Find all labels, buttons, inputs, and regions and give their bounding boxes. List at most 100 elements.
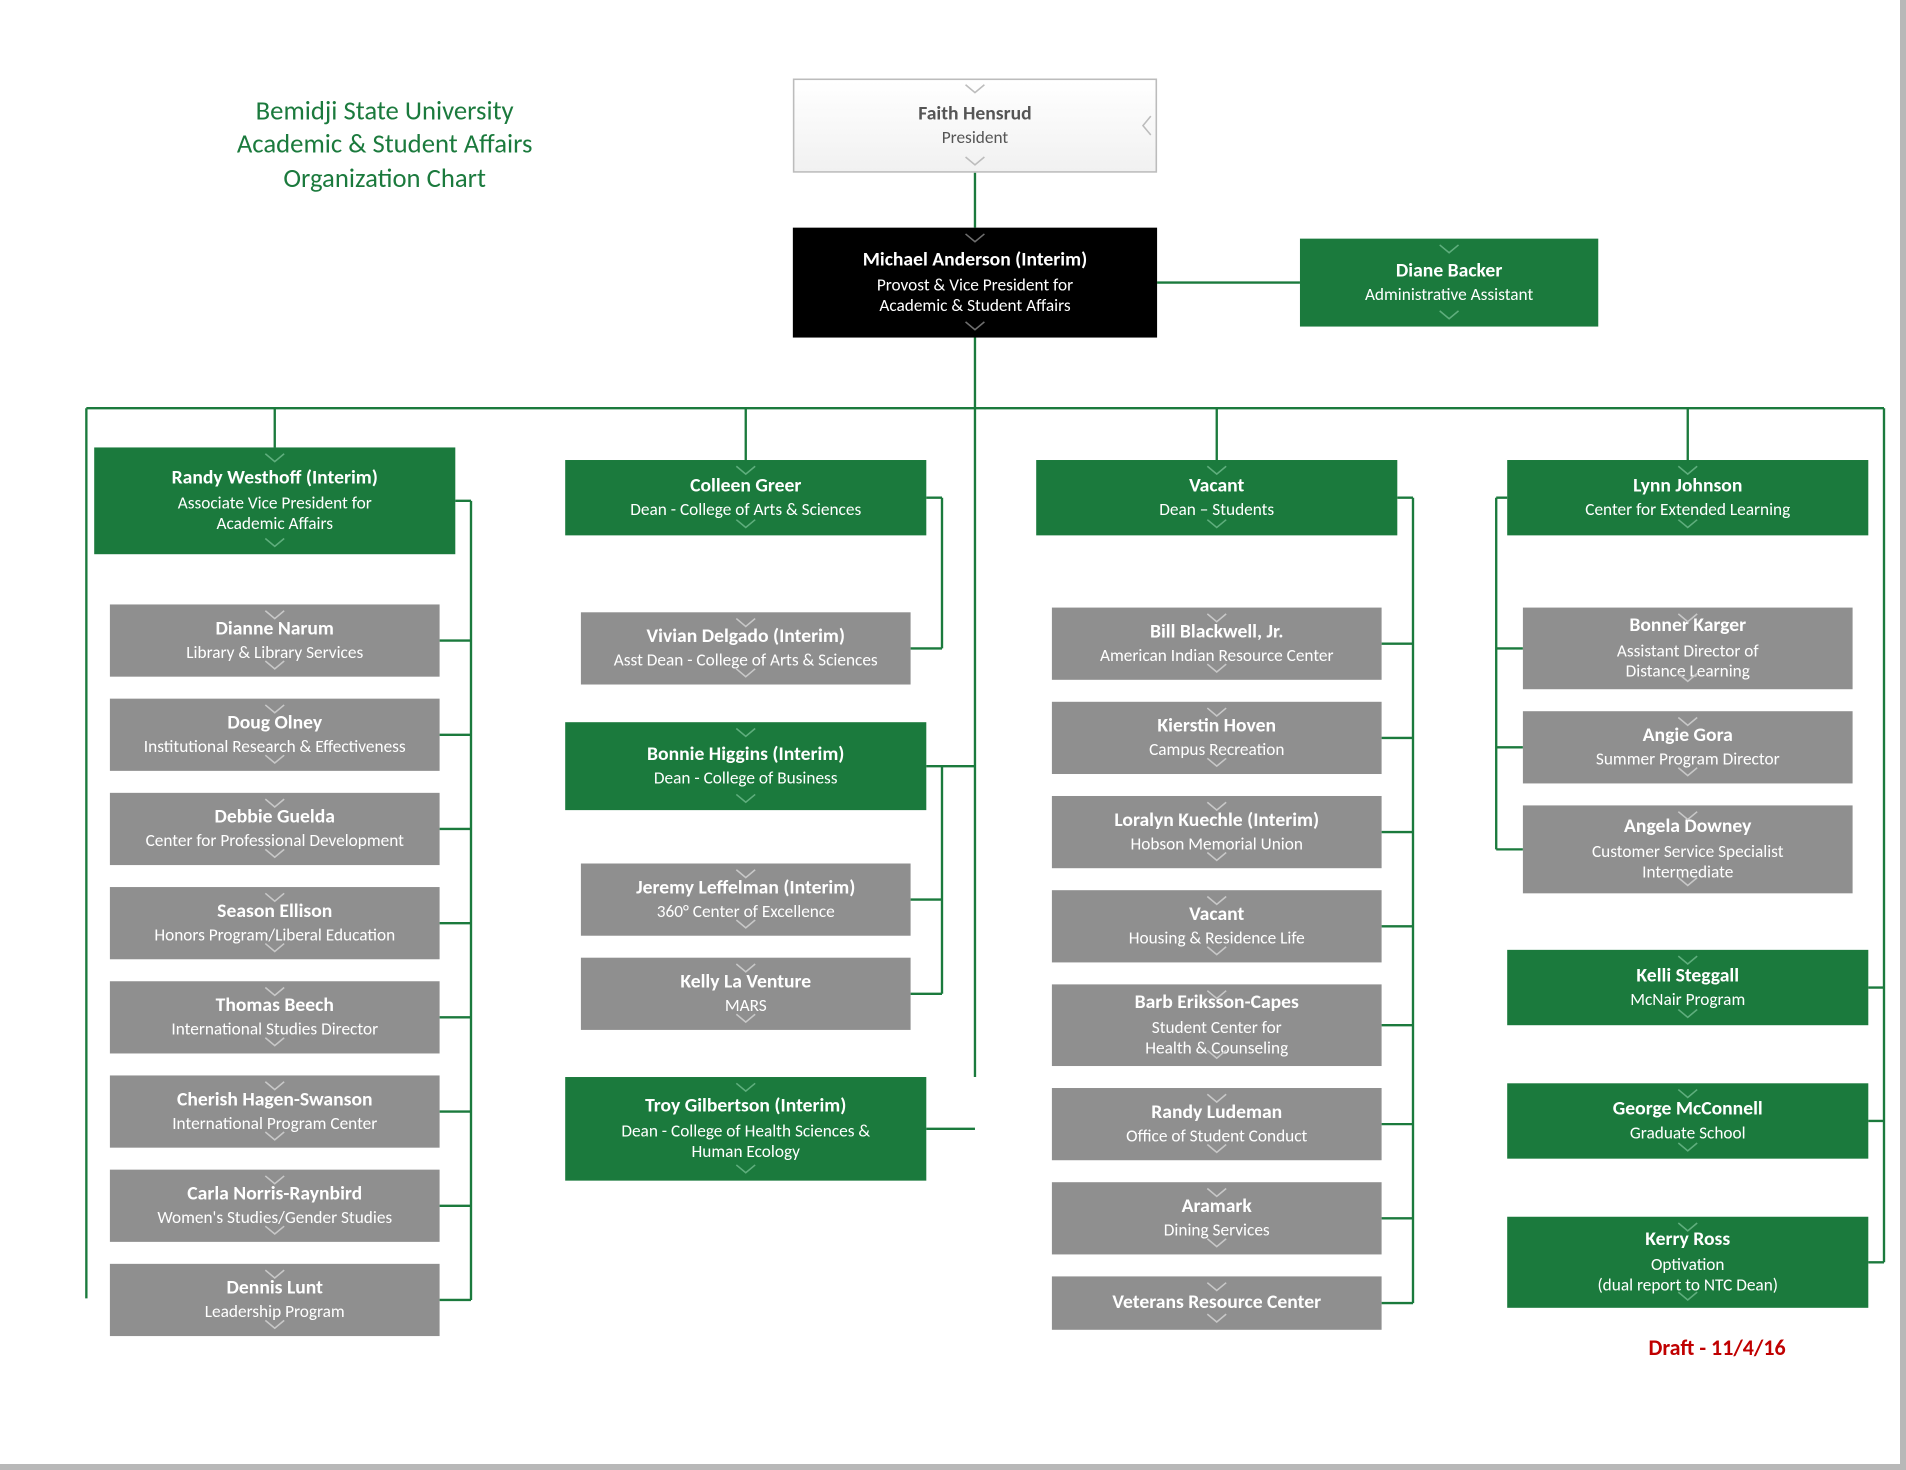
person-role: Optivation(dual report to NTC Dean) — [1597, 1254, 1778, 1295]
chevron-down-icon — [264, 1080, 286, 1093]
org-box-ross: Kerry RossOptivation(dual report to NTC … — [1507, 1217, 1868, 1308]
chevron-down-icon — [1677, 1088, 1699, 1101]
person-name: Randy Westhoff (Interim) — [172, 468, 378, 491]
person-name: Diane Backer — [1396, 260, 1502, 283]
title-line-1: Bemidji State University — [149, 94, 620, 127]
page-edge-right — [1900, 0, 1906, 1470]
chevron-down-icon — [264, 942, 286, 955]
person-name: George McConnell — [1613, 1099, 1763, 1122]
chevron-down-icon — [964, 155, 986, 168]
person-role: President — [942, 127, 1008, 148]
chevron-down-icon — [1206, 1281, 1228, 1294]
person-name: Veterans Resource Center — [1112, 1292, 1321, 1315]
chevron-down-icon — [1677, 465, 1699, 478]
org-box-provost: Michael Anderson (Interim)Provost & Vice… — [793, 228, 1157, 338]
org-box-guelda: Debbie GueldaCenter for Professional Dev… — [110, 793, 440, 865]
org-box-karger: Bonner KargerAssistant Director ofDistan… — [1523, 608, 1853, 690]
person-role: Dean - College of Business — [654, 768, 838, 789]
chevron-down-icon — [264, 659, 286, 672]
org-box-gilbertson: Troy Gilbertson (Interim)Dean - College … — [565, 1077, 926, 1181]
chevron-down-icon — [1206, 1049, 1228, 1062]
chevron-down-icon — [1677, 876, 1699, 889]
org-box-hagen: Cherish Hagen-SwansonInternational Progr… — [110, 1075, 440, 1147]
org-box-admin_asst: Diane BackerAdministrative Assistant — [1300, 239, 1598, 327]
chevron-down-icon — [1438, 309, 1460, 322]
chevron-down-icon — [735, 1163, 757, 1176]
org-box-president: Faith HensrudPresident — [793, 79, 1157, 173]
chevron-down-icon — [264, 1174, 286, 1187]
chevron-down-icon — [1438, 243, 1460, 256]
chevron-down-icon — [264, 754, 286, 767]
person-role: Provost & Vice President forAcademic & S… — [877, 274, 1073, 315]
org-box-eriksson: Barb Eriksson-CapesStudent Center forHea… — [1052, 984, 1382, 1066]
chevron-down-icon — [735, 667, 757, 680]
person-name: Vacant — [1189, 475, 1244, 498]
org-box-norris: Carla Norris-RaynbirdWomen's Studies/Gen… — [110, 1170, 440, 1242]
person-role: Dean – Students — [1159, 499, 1274, 520]
chevron-down-icon — [735, 918, 757, 931]
title-line-2: Academic & Student Affairs — [149, 128, 620, 161]
person-role: Graduate School — [1630, 1123, 1746, 1144]
org-box-beech: Thomas BeechInternational Studies Direct… — [110, 981, 440, 1053]
chevron-down-icon — [1677, 672, 1699, 685]
chevron-down-icon — [735, 1013, 757, 1026]
chevron-down-icon — [264, 703, 286, 716]
chevron-down-icon — [964, 83, 986, 96]
chevron-down-icon — [1206, 1237, 1228, 1250]
chevron-down-icon — [1677, 766, 1699, 779]
chevron-down-icon — [735, 727, 757, 740]
org-box-deanvac: VacantDean – Students — [1036, 460, 1397, 535]
person-name: Faith Hensrud — [918, 103, 1031, 126]
org-box-ellison: Season EllisonHonors Program/Liberal Edu… — [110, 887, 440, 959]
org-box-hoven: Kierstin HovenCampus Recreation — [1052, 702, 1382, 774]
chevron-down-icon — [1677, 810, 1699, 823]
chevron-down-icon — [1206, 1313, 1228, 1326]
org-box-lunt: Dennis LuntLeadership Program — [110, 1264, 440, 1336]
chevron-down-icon — [1206, 1187, 1228, 1200]
chevron-down-icon — [1206, 612, 1228, 625]
chevron-down-icon — [1677, 1008, 1699, 1021]
chevron-down-icon — [264, 1225, 286, 1238]
chevron-down-icon — [1206, 518, 1228, 531]
chevron-down-icon — [264, 798, 286, 811]
org-box-col1_head: Randy Westhoff (Interim)Associate Vice P… — [94, 447, 455, 554]
chevron-down-icon — [264, 1130, 286, 1143]
chevron-down-icon — [264, 892, 286, 905]
chevron-down-icon — [735, 1082, 757, 1095]
chevron-down-icon — [1206, 851, 1228, 864]
person-role: Administrative Assistant — [1365, 284, 1533, 305]
person-name: Lynn Johnson — [1633, 475, 1742, 498]
chevron-down-icon — [1206, 801, 1228, 814]
chevron-left-icon — [1140, 115, 1153, 137]
chevron-down-icon — [264, 1319, 286, 1332]
person-role: McNair Program — [1630, 989, 1745, 1010]
chevron-down-icon — [264, 1269, 286, 1282]
org-box-narum: Dianne NarumLibrary & Library Services — [110, 604, 440, 676]
chevron-down-icon — [1206, 1093, 1228, 1106]
org-box-higgins: Bonnie Higgins (Interim)Dean - College o… — [565, 722, 926, 810]
org-chart: Bemidji State University Academic & Stud… — [0, 0, 1906, 1470]
person-name: Kelli Steggall — [1636, 965, 1739, 988]
person-name: Michael Anderson (Interim) — [863, 250, 1087, 273]
chevron-down-icon — [735, 617, 757, 630]
chevron-down-icon — [264, 452, 286, 465]
chevron-down-icon — [735, 518, 757, 531]
chevron-down-icon — [735, 465, 757, 478]
chevron-down-icon — [735, 868, 757, 881]
chart-title: Bemidji State University Academic & Stud… — [149, 94, 620, 194]
org-box-greer: Colleen GreerDean - College of Arts & Sc… — [565, 460, 926, 535]
chevron-down-icon — [1677, 612, 1699, 625]
chevron-down-icon — [1206, 989, 1228, 1002]
org-box-blackwell: Bill Blackwell, Jr.American Indian Resou… — [1052, 608, 1382, 680]
page-edge-bottom — [0, 1464, 1906, 1470]
chevron-down-icon — [1677, 518, 1699, 531]
chevron-down-icon — [1677, 1291, 1699, 1304]
draft-label: Draft - 11/4/16 — [1649, 1335, 1786, 1362]
org-box-olney: Doug OlneyInstitutional Research & Effec… — [110, 699, 440, 771]
org-box-delgado: Vivian Delgado (Interim)Asst Dean - Coll… — [581, 612, 911, 684]
org-box-steggall: Kelli SteggallMcNair Program — [1507, 950, 1868, 1025]
org-box-leffelman: Jeremy Leffelman (Interim)360° Center of… — [581, 864, 911, 936]
chevron-down-icon — [964, 232, 986, 245]
org-box-vrc: Veterans Resource Center — [1052, 1276, 1382, 1329]
chevron-down-icon — [264, 848, 286, 861]
